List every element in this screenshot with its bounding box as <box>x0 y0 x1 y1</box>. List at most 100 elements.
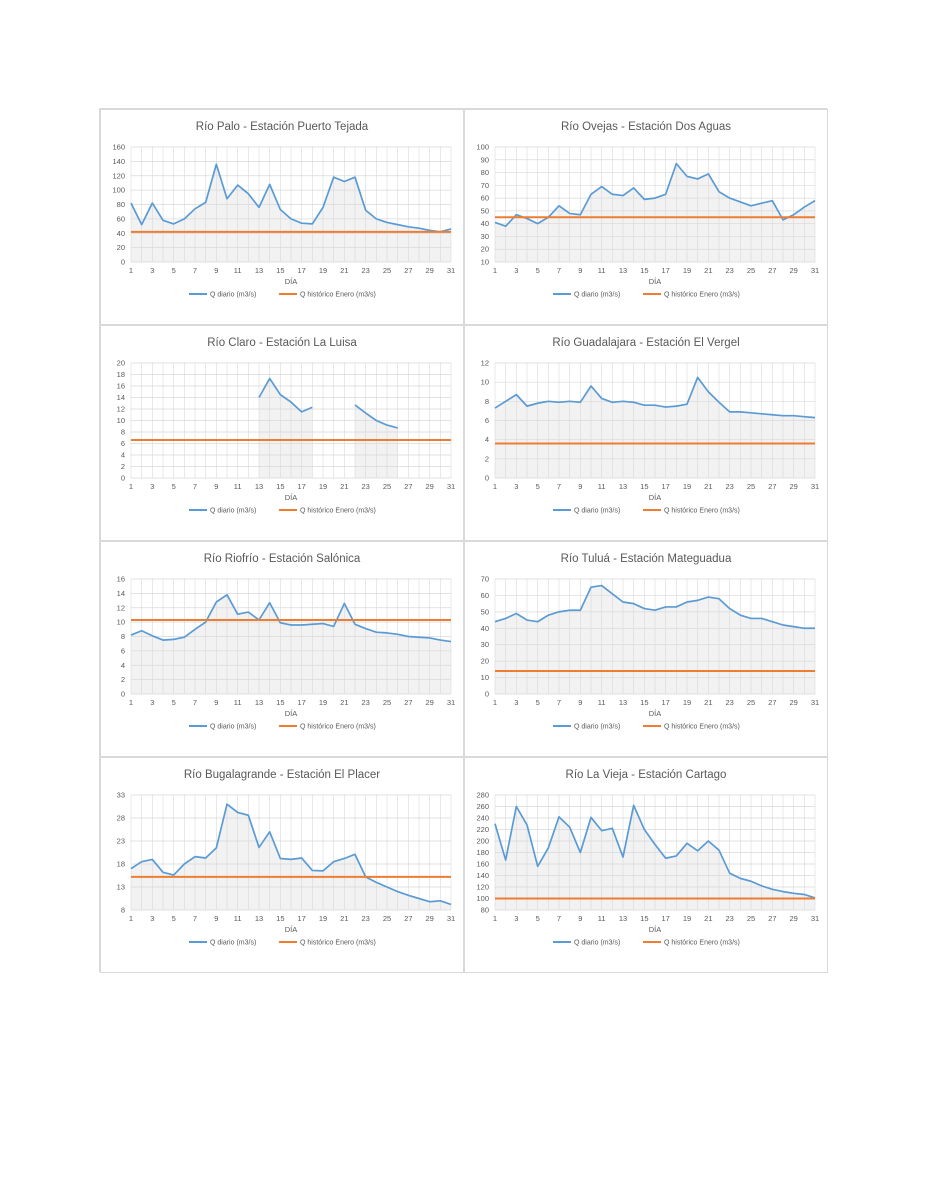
legend-label-q-diario-m3-s-rio-guadalajara-estacion-el-vergel: Q diario (m3/s) <box>574 508 620 515</box>
y-tick-label-rio-ovejas-estacion-dos-aguas: 50 <box>481 206 489 215</box>
x-tick-label-rio-palo-estacion-puerto-tejada: 9 <box>214 266 218 275</box>
y-tick-label-rio-ovejas-estacion-dos-aguas: 80 <box>481 168 489 177</box>
y-tick-label-rio-la-vieja-estacion-cartago: 260 <box>476 802 489 811</box>
x-tick-label-rio-claro-estacion-la-luisa: 23 <box>361 482 369 491</box>
legend-label-q-historico-enero-m3-s-rio-palo-estacion-puerto-tejada: Q histórico Enero (m3/s) <box>300 292 376 299</box>
x-tick-label-rio-riofrio-estacion-salonica: 29 <box>425 698 433 707</box>
x-tick-label-rio-la-vieja-estacion-cartago: 3 <box>514 914 518 923</box>
x-tick-label-rio-la-vieja-estacion-cartago: 27 <box>768 914 776 923</box>
y-tick-label-rio-guadalajara-estacion-el-vergel: 4 <box>485 435 489 444</box>
x-tick-label-rio-riofrio-estacion-salonica: 17 <box>297 698 305 707</box>
x-tick-label-rio-bugalagrande-estacion-el-placer: 29 <box>425 914 433 923</box>
y-tick-label-rio-riofrio-estacion-salonica: 4 <box>121 661 125 670</box>
x-tick-label-rio-la-vieja-estacion-cartago: 31 <box>811 914 819 923</box>
x-tick-label-rio-bugalagrande-estacion-el-placer: 23 <box>361 914 369 923</box>
x-tick-label-rio-guadalajara-estacion-el-vergel: 1 <box>493 482 497 491</box>
y-tick-label-rio-ovejas-estacion-dos-aguas: 30 <box>481 232 489 241</box>
y-tick-label-rio-riofrio-estacion-salonica: 10 <box>117 618 125 627</box>
x-tick-label-rio-tulua-estacion-mateguadua: 15 <box>640 698 648 707</box>
y-tick-label-rio-palo-estacion-puerto-tejada: 80 <box>117 200 125 209</box>
x-tick-label-rio-la-vieja-estacion-cartago: 11 <box>598 914 606 923</box>
x-tick-label-rio-riofrio-estacion-salonica: 9 <box>214 698 218 707</box>
x-tick-label-rio-claro-estacion-la-luisa: 11 <box>234 482 242 491</box>
x-tick-label-rio-bugalagrande-estacion-el-placer: 21 <box>340 914 348 923</box>
y-tick-label-rio-claro-estacion-la-luisa: 20 <box>117 359 125 368</box>
x-tick-label-rio-tulua-estacion-mateguadua: 27 <box>768 698 776 707</box>
area-fill-rio-palo-estacion-puerto-tejada-0 <box>131 164 451 262</box>
y-tick-label-rio-palo-estacion-puerto-tejada: 100 <box>112 186 125 195</box>
y-tick-label-rio-riofrio-estacion-salonica: 2 <box>121 675 125 684</box>
x-tick-label-rio-bugalagrande-estacion-el-placer: 5 <box>172 914 176 923</box>
x-tick-label-rio-la-vieja-estacion-cartago: 23 <box>725 914 733 923</box>
y-tick-label-rio-riofrio-estacion-salonica: 14 <box>117 589 125 598</box>
x-tick-label-rio-tulua-estacion-mateguadua: 3 <box>514 698 518 707</box>
y-tick-label-rio-claro-estacion-la-luisa: 4 <box>121 451 125 460</box>
legend-label-q-historico-enero-m3-s-rio-bugalagrande-estacion-el-placer: Q histórico Enero (m3/s) <box>300 940 376 947</box>
x-tick-label-rio-la-vieja-estacion-cartago: 29 <box>789 914 797 923</box>
x-tick-label-rio-palo-estacion-puerto-tejada: 3 <box>150 266 154 275</box>
y-tick-label-rio-palo-estacion-puerto-tejada: 0 <box>121 258 125 267</box>
y-tick-label-rio-claro-estacion-la-luisa: 8 <box>121 428 125 437</box>
chart-title-rio-riofrio-estacion-salonica: Río Riofrío - Estación Salónica <box>204 553 361 565</box>
x-tick-label-rio-claro-estacion-la-luisa: 17 <box>297 482 305 491</box>
chart-svg-rio-la-vieja: Río La Vieja - Estación Cartago 80 100 120 1… <box>476 769 819 947</box>
y-tick-label-rio-tulua-estacion-mateguadua: 50 <box>481 607 489 616</box>
y-tick-label-rio-bugalagrande-estacion-el-placer: 33 <box>117 791 125 800</box>
x-tick-label-rio-bugalagrande-estacion-el-placer: 3 <box>150 914 154 923</box>
x-tick-label-rio-guadalajara-estacion-el-vergel: 23 <box>725 482 733 491</box>
y-tick-label-rio-riofrio-estacion-salonica: 0 <box>121 690 125 699</box>
x-axis-label-rio-riofrio-estacion-salonica: DÍA <box>285 709 298 718</box>
y-tick-label-rio-bugalagrande-estacion-el-placer: 8 <box>121 906 125 915</box>
series-line-q-diario-m3-s-rio-riofrio-estacion-salonica-0 <box>130 593 452 643</box>
legend-label-q-diario-m3-s-rio-bugalagrande-estacion-el-placer: Q diario (m3/s) <box>210 940 256 947</box>
x-tick-label-rio-bugalagrande-estacion-el-placer: 25 <box>383 914 391 923</box>
x-tick-label-rio-guadalajara-estacion-el-vergel: 27 <box>768 482 776 491</box>
y-tick-label-rio-la-vieja-estacion-cartago: 160 <box>476 860 489 869</box>
legend-label-q-historico-enero-m3-s-rio-guadalajara-estacion-el-vergel: Q histórico Enero (m3/s) <box>664 508 740 515</box>
x-tick-label-rio-guadalajara-estacion-el-vergel: 25 <box>747 482 755 491</box>
series-line-q-diario-m3-s-rio-tulua-estacion-mateguadua-0 <box>494 584 815 630</box>
y-tick-label-rio-la-vieja-estacion-cartago: 100 <box>476 894 489 903</box>
x-tick-label-rio-claro-estacion-la-luisa: 1 <box>129 482 133 491</box>
x-tick-label-rio-ovejas-estacion-dos-aguas: 23 <box>725 266 733 275</box>
x-tick-label-rio-ovejas-estacion-dos-aguas: 31 <box>811 266 819 275</box>
y-tick-label-rio-claro-estacion-la-luisa: 16 <box>117 382 125 391</box>
legend-label-q-historico-enero-m3-s-rio-claro-estacion-la-luisa: Q histórico Enero (m3/s) <box>300 508 376 515</box>
y-tick-label-rio-claro-estacion-la-luisa: 12 <box>117 405 125 414</box>
x-tick-label-rio-claro-estacion-la-luisa: 3 <box>150 482 154 491</box>
y-tick-label-rio-bugalagrande-estacion-el-placer: 13 <box>117 883 125 892</box>
x-tick-label-rio-palo-estacion-puerto-tejada: 21 <box>340 266 348 275</box>
x-axis-label-rio-ovejas-estacion-dos-aguas: DÍA <box>649 277 662 286</box>
chart-title-rio-tulua-estacion-mateguadua: Río Tuluá - Estación Mateguadua <box>561 553 732 565</box>
chart-panel-rio-guadalajara: Río Guadalajara - Estación El Vergel 0 2 4 6… <box>464 325 828 541</box>
series-line-q-diario-m3-s-rio-palo-estacion-puerto-tejada-0 <box>130 163 452 233</box>
y-tick-label-rio-palo-estacion-puerto-tejada: 20 <box>117 243 125 252</box>
chart-svg-rio-tulua: Río Tuluá - Estación Mateguadua 0 10 20 30 40… <box>481 553 820 731</box>
chart-svg-rio-ovejas: Río Ovejas - Estación Dos Aguas 10 20 30 40 5… <box>476 121 819 299</box>
x-tick-label-rio-riofrio-estacion-salonica: 13 <box>255 698 263 707</box>
y-tick-label-rio-palo-estacion-puerto-tejada: 60 <box>117 214 125 223</box>
y-tick-label-rio-riofrio-estacion-salonica: 6 <box>121 646 125 655</box>
x-tick-label-rio-ovejas-estacion-dos-aguas: 13 <box>619 266 627 275</box>
chart-panel-rio-palo: Río Palo - Estación Puerto Tejada 0 20 40 60… <box>100 109 464 325</box>
legend-label-q-historico-enero-m3-s-rio-la-vieja-estacion-cartago: Q histórico Enero (m3/s) <box>664 940 740 947</box>
x-tick-label-rio-la-vieja-estacion-cartago: 1 <box>493 914 497 923</box>
x-tick-label-rio-bugalagrande-estacion-el-placer: 31 <box>447 914 455 923</box>
y-tick-label-rio-la-vieja-estacion-cartago: 120 <box>476 883 489 892</box>
y-tick-label-rio-guadalajara-estacion-el-vergel: 0 <box>485 474 489 483</box>
x-tick-label-rio-guadalajara-estacion-el-vergel: 19 <box>683 482 691 491</box>
x-tick-label-rio-bugalagrande-estacion-el-placer: 19 <box>319 914 327 923</box>
x-axis-label-rio-bugalagrande-estacion-el-placer: DÍA <box>285 925 298 934</box>
x-tick-label-rio-ovejas-estacion-dos-aguas: 9 <box>578 266 582 275</box>
x-tick-label-rio-riofrio-estacion-salonica: 21 <box>340 698 348 707</box>
x-tick-label-rio-guadalajara-estacion-el-vergel: 3 <box>514 482 518 491</box>
x-tick-label-rio-la-vieja-estacion-cartago: 21 <box>704 914 712 923</box>
x-tick-label-rio-ovejas-estacion-dos-aguas: 5 <box>536 266 540 275</box>
x-tick-label-rio-tulua-estacion-mateguadua: 23 <box>725 698 733 707</box>
x-tick-label-rio-riofrio-estacion-salonica: 11 <box>234 698 242 707</box>
x-tick-label-rio-palo-estacion-puerto-tejada: 5 <box>172 266 176 275</box>
x-tick-label-rio-bugalagrande-estacion-el-placer: 11 <box>234 914 242 923</box>
x-tick-label-rio-palo-estacion-puerto-tejada: 1 <box>129 266 133 275</box>
x-tick-label-rio-ovejas-estacion-dos-aguas: 19 <box>683 266 691 275</box>
chart-title-rio-bugalagrande-estacion-el-placer: Río Bugalagrande - Estación El Placer <box>184 769 380 781</box>
